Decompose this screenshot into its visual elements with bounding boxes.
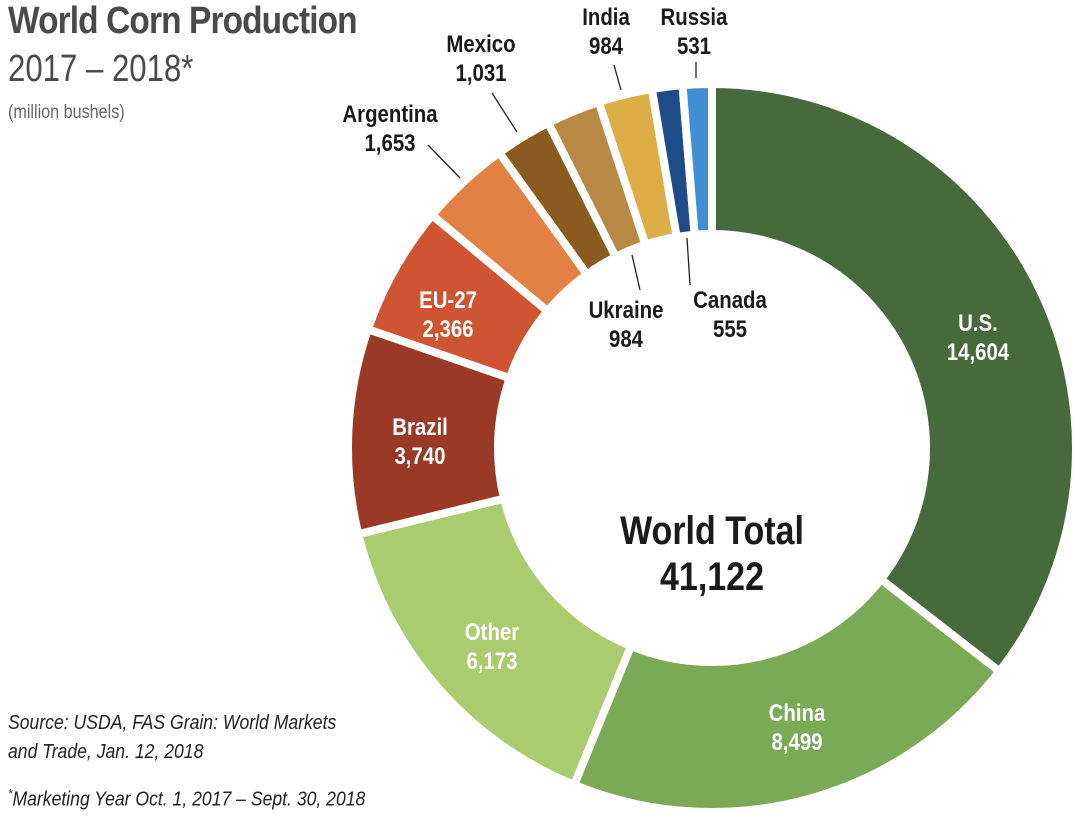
label-ukraine: Ukraine 984 — [588, 297, 664, 353]
leader-canada — [686, 237, 691, 286]
slice-us — [708, 79, 1073, 677]
leader-mexico — [491, 92, 518, 133]
footnote: *Marketing Year Oct. 1, 2017 – Sept. 30,… — [8, 786, 365, 812]
label-canada: Canada 555 — [693, 287, 767, 343]
label-russia: Russia 531 — [660, 4, 728, 60]
label-china: China 8,499 — [768, 700, 826, 756]
footnote-mark: * — [8, 786, 13, 801]
world-total-label: World Total — [620, 509, 804, 553]
label-us: U.S. 14,604 — [946, 310, 1010, 366]
slice-russia — [678, 79, 716, 240]
chart-subtitle: 2017 – 2018* — [8, 48, 194, 90]
world-total-value: 41,122 — [660, 555, 764, 599]
label-eu27: EU-27 2,366 — [419, 287, 477, 343]
leader-india — [613, 64, 622, 91]
chart-title: World Corn Production — [8, 0, 358, 42]
source-line-2: and Trade, Jan. 12, 2018 — [8, 741, 204, 763]
world-total: World Total 41,122 — [620, 508, 804, 600]
source-line-1: Source: USDA, FAS Grain: World Markets — [8, 712, 337, 734]
label-brazil: Brazil 3,740 — [392, 414, 448, 470]
label-other: Other 6,173 — [464, 619, 520, 675]
chart-unit: (million bushels) — [8, 102, 125, 123]
label-india: India 984 — [582, 4, 630, 60]
leader-argentina — [427, 144, 461, 179]
slice-other — [353, 493, 637, 791]
footnote-text: Marketing Year Oct. 1, 2017 – Sept. 30, … — [12, 788, 366, 811]
label-argentina: Argentina 1,653 — [342, 101, 438, 157]
label-mexico: Mexico 1,031 — [446, 31, 516, 87]
leader-ukraine — [631, 254, 641, 291]
slice-china — [568, 573, 1006, 816]
